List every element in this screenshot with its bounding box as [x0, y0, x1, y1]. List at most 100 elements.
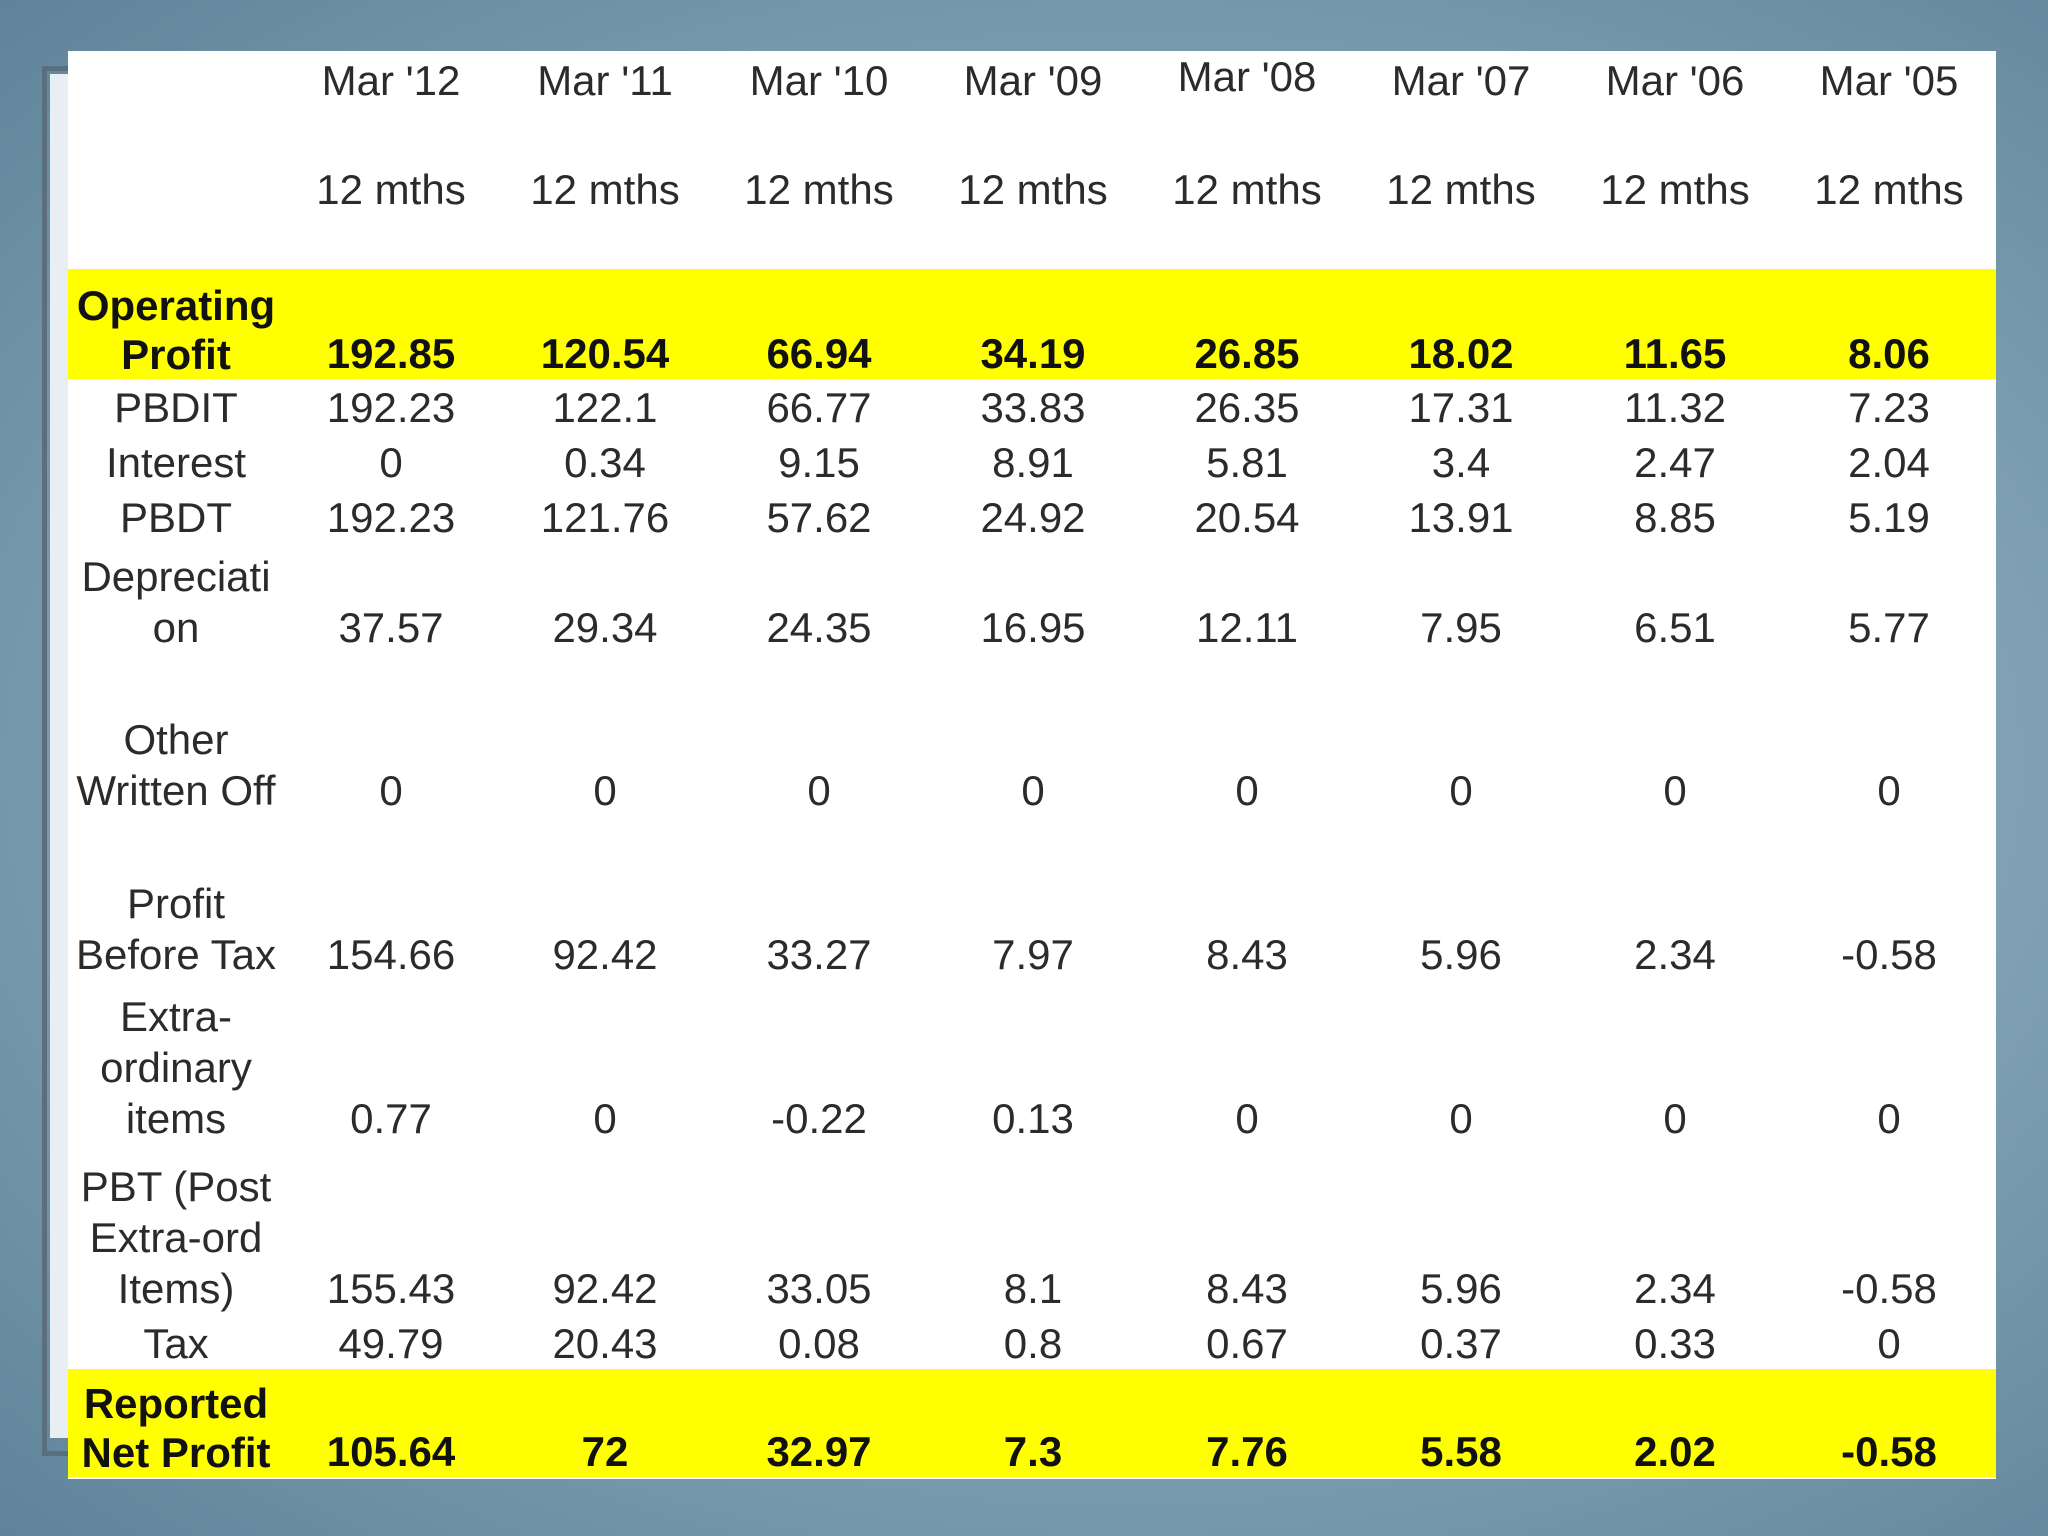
- table-cell: 9.15: [778, 439, 860, 486]
- column-period: Mar '10: [749, 57, 889, 104]
- table-cell: 0: [1663, 767, 1687, 814]
- header-label-cell: [68, 51, 284, 269]
- slide-bracket-decoration: [42, 66, 75, 1456]
- slide-bracket-fill: [50, 74, 72, 1438]
- column-header: Mar '11 12 mths: [498, 51, 712, 269]
- table-cell: 122.1: [552, 384, 658, 431]
- row-label: Interest: [105, 439, 247, 486]
- table-cell: 0.33: [1634, 1320, 1716, 1367]
- table-cell: 92.42: [552, 931, 658, 978]
- table-row-interest: Interest 0 0.34 9.15 8.91 5.81 3.4 2.47 …: [68, 433, 1996, 488]
- table-cell: -0.58: [1782, 1369, 1996, 1477]
- table-cell: 0.13: [992, 1095, 1074, 1142]
- table-cell: 2.02: [1568, 1369, 1782, 1477]
- table-cell: 12.11: [1196, 604, 1298, 651]
- table-cell: 24.92: [980, 494, 1086, 541]
- column-header: Mar '05 12 mths: [1782, 51, 1996, 269]
- table-cell: 11.32: [1624, 384, 1726, 431]
- table-cell: 105.64: [284, 1369, 498, 1477]
- table-cell: -0.22: [771, 1095, 867, 1142]
- table-cell: 192.23: [326, 384, 456, 431]
- row-label: Reported Net Profit: [68, 1369, 284, 1477]
- table-cell: 5.77: [1848, 604, 1930, 651]
- table-cell: 17.31: [1408, 384, 1514, 431]
- table-cell: 3.4: [1431, 439, 1491, 486]
- row-label: Other Written Off: [76, 716, 276, 814]
- table-cell: 16.95: [980, 604, 1086, 651]
- table-cell: 24.35: [766, 604, 872, 651]
- column-period: Mar '07: [1391, 57, 1531, 104]
- row-label: Profit Before Tax: [75, 880, 276, 978]
- table-cell: 0: [1877, 1095, 1901, 1142]
- column-period: Mar '12: [321, 57, 461, 104]
- column-months: 12 mths: [744, 166, 894, 213]
- column-period: Mar '08: [1177, 53, 1317, 100]
- table-row-tax: Tax 49.79 20.43 0.08 0.8 0.67 0.37 0.33 …: [68, 1314, 1996, 1369]
- row-label: Operating Profit: [68, 269, 284, 379]
- table-cell: 0: [379, 767, 403, 814]
- table-cell: 0: [1021, 767, 1045, 814]
- profit-loss-table: Mar '12 12 mths Mar '11 12 mths Mar '10 12 …: [68, 51, 1996, 1477]
- table-cell: 72: [498, 1369, 712, 1477]
- table-cell: 8.85: [1634, 494, 1716, 541]
- column-period: Mar '09: [963, 57, 1103, 104]
- table-cell: 155.43: [326, 1265, 456, 1312]
- row-label: Extra- ordinary items: [100, 993, 252, 1142]
- row-label: PBDT: [119, 494, 232, 541]
- column-header: Mar '12 12 mths: [284, 51, 498, 269]
- table-cell: 33.05: [766, 1265, 872, 1312]
- table-row-other-written-off: Other Written Off 0 0 0 0 0 0 0 0: [68, 653, 1996, 816]
- table-cell: 0: [593, 1095, 617, 1142]
- table-cell: 2.34: [1634, 1265, 1716, 1312]
- table-cell: 34.19: [926, 269, 1140, 379]
- table-cell: 0.34: [564, 439, 646, 486]
- table-cell: 5.19: [1848, 494, 1930, 541]
- table-cell: 0: [1877, 767, 1901, 814]
- column-header: Mar '10 12 mths: [712, 51, 926, 269]
- row-label: Depreciati on: [81, 553, 271, 651]
- table-cell: 2.47: [1634, 439, 1716, 486]
- table-cell: 2.34: [1634, 931, 1716, 978]
- column-header: Mar '09 12 mths: [926, 51, 1140, 269]
- table-cell: 13.91: [1408, 494, 1514, 541]
- column-months: 12 mths: [1814, 166, 1964, 213]
- table-cell: 18.02: [1354, 269, 1568, 379]
- table-cell: 49.79: [338, 1320, 444, 1367]
- header-row: Mar '12 12 mths Mar '11 12 mths Mar '10 12 …: [68, 51, 1996, 269]
- table-cell: 0.67: [1206, 1320, 1288, 1367]
- column-period: Mar '06: [1605, 57, 1745, 104]
- table-cell: 0: [593, 767, 617, 814]
- table-cell: 8.43: [1206, 931, 1288, 978]
- table-cell: 6.51: [1634, 604, 1716, 651]
- table-cell: 0.77: [350, 1095, 432, 1142]
- table-row-pbt-post-extraordinary: PBT (Post Extra-ord Items) 155.43 92.42 …: [68, 1144, 1996, 1314]
- table-cell: 0: [1235, 767, 1259, 814]
- table-cell: 11.65: [1568, 269, 1782, 379]
- column-months: 12 mths: [530, 166, 680, 213]
- table-cell: 0: [1449, 1095, 1473, 1142]
- table-cell: 29.34: [552, 604, 658, 651]
- table-cell: -0.58: [1841, 931, 1937, 978]
- column-period: Mar '11: [537, 57, 673, 104]
- profit-loss-table-container: Mar '12 12 mths Mar '11 12 mths Mar '10 12 …: [68, 51, 1996, 1479]
- table-cell: 5.81: [1206, 439, 1288, 486]
- table-cell: 33.27: [766, 931, 872, 978]
- table-cell: 0: [1235, 1095, 1259, 1142]
- column-months: 12 mths: [316, 166, 466, 213]
- table-cell: 26.35: [1194, 384, 1300, 431]
- table-cell: 37.57: [338, 604, 444, 651]
- table-row-profit-before-tax: Profit Before Tax 154.66 92.42 33.27 7.9…: [68, 816, 1996, 980]
- table-row-extraordinary-items: Extra- ordinary items 0.77 0 -0.22 0.13 …: [68, 980, 1996, 1144]
- table-cell: 92.42: [552, 1265, 658, 1312]
- table-cell: -0.58: [1841, 1265, 1937, 1312]
- table-cell: 7.76: [1140, 1369, 1354, 1477]
- row-label: PBT (Post Extra-ord Items): [80, 1163, 272, 1312]
- table-row-pbdit: PBDIT 192.23 122.1 66.77 33.83 26.35 17.…: [68, 379, 1996, 433]
- table-cell: 57.62: [766, 494, 872, 541]
- table-cell: 66.94: [712, 269, 926, 379]
- table-row-reported-net-profit: Reported Net Profit 105.64 72 32.97 7.3 …: [68, 1369, 1996, 1477]
- table-cell: 0: [1663, 1095, 1687, 1142]
- column-header: Mar '07 12 mths: [1354, 51, 1568, 269]
- table-cell: 8.06: [1782, 269, 1996, 379]
- table-cell: 0.37: [1420, 1320, 1502, 1367]
